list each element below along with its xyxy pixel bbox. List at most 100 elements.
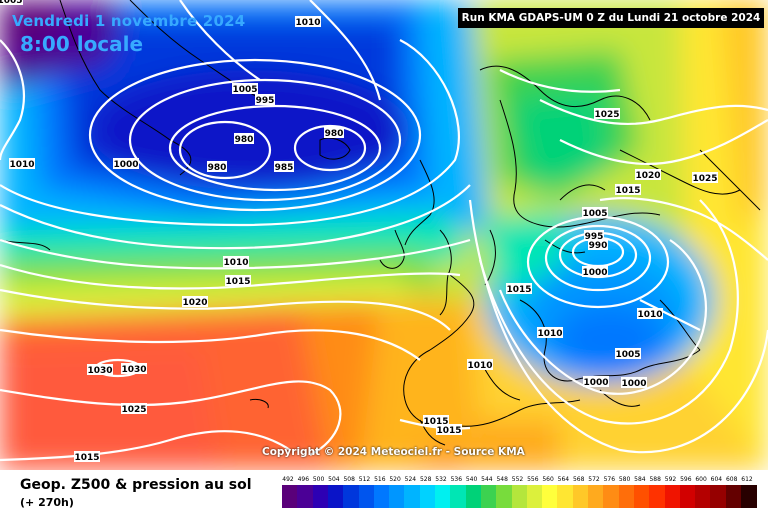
scale-swatch [557,485,574,508]
isobar-label: 1005 [0,0,23,6]
scale-swatch [297,485,314,508]
isobar-label: 980 [207,161,227,173]
scale-value: 528 [419,476,432,483]
isobar-label: 1010 [637,308,663,320]
isobar-value: 1010 [9,160,34,170]
isobar-value: 1025 [594,110,619,120]
scale-value: 608 [725,476,738,483]
scale-value: 520 [389,476,401,483]
scale-value: 604 [710,476,723,483]
isobar-value: 1000 [582,268,607,278]
isobar-label: 980 [324,127,344,139]
scale-value: 588 [649,476,661,483]
scale-swatch [572,485,589,508]
isobar-value: 995 [585,232,604,242]
isobar-label: 1010 [223,256,249,268]
isobar-label: 1025 [594,108,620,120]
isobar-label: 1030 [121,363,147,375]
isobar-value: 980 [325,129,344,139]
isobar-label: 1025 [692,172,718,184]
scale-swatch [312,485,329,508]
isobar-value: 1015 [74,453,99,463]
scale-value: 612 [741,476,753,483]
isobar-label: 1015 [423,415,449,427]
isobar-value: 985 [275,163,294,173]
isobar-label: 1000 [621,377,647,389]
isobar-value: 1000 [621,379,646,389]
scale-value: 556 [527,476,539,483]
scale-swatch [373,485,390,508]
isobar-value: 1010 [537,329,562,339]
forecast-hour: (+ 270h) [20,496,74,509]
isobar-label: 1005 [582,207,608,219]
isobar-value: 990 [589,241,608,251]
scale-swatch [327,485,344,508]
isobar-label: 1005 [232,83,258,95]
copyright-notice: Copyright © 2024 Meteociel.fr - Source K… [262,446,525,458]
scale-swatch [603,485,620,508]
scale-swatch [511,485,528,508]
scale-swatch [404,485,421,508]
isobar-value: 1015 [225,277,250,287]
isobar-label: 1020 [182,296,208,308]
scale-value: 568 [572,476,585,483]
isobar-label: 1030 [87,364,113,376]
scale-value: 540 [465,476,478,483]
isobar-value: 980 [208,163,227,173]
isobar-label: 1020 [635,169,661,181]
isobar-label: 980 [234,133,254,145]
isobar-label: 1025 [121,403,147,415]
scale-swatch [542,485,558,508]
scale-swatch [419,485,436,508]
isobar-value: 1000 [583,378,608,388]
isobar-label: 1010 [537,327,563,339]
isobar-label: 1015 [225,275,251,287]
scale-swatch [358,485,375,508]
isobar-value: 1000 [113,160,138,170]
isobar-value: 1025 [692,174,717,184]
scale-value: 524 [404,476,417,483]
scale-swatch [343,485,359,508]
scale-value: 552 [511,476,524,483]
isobar-label: 1010 [295,16,321,28]
isobar-value: 1015 [615,186,640,196]
scale-swatch [480,485,497,508]
isobar-value: 1025 [121,405,146,415]
scale-swatch [618,485,635,508]
scale-value: 512 [358,476,371,483]
forecast-date: Vendredi 1 novembre 2024 [12,12,246,30]
isobar-value: 1015 [506,285,531,295]
isobar-value: 1020 [182,298,207,308]
isobar-value: 1030 [87,366,112,376]
scale-value: 508 [343,476,355,483]
scale-swatch [588,485,604,508]
scale-swatch [633,485,650,508]
isobar-value: 1010 [295,18,320,28]
isobar-label: 1015 [506,283,532,295]
scale-swatch [282,485,298,508]
scale-value: 548 [496,476,508,483]
scale-swatch [496,485,512,508]
scale-swatch [389,485,405,508]
isobar-value: 980 [235,135,254,145]
scale-value: 600 [695,476,707,483]
isobar-label: 985 [274,161,294,173]
scale-swatch [435,485,451,508]
isobar-value: 1015 [423,417,448,427]
scale-swatch [664,485,681,508]
isobar-label: 1005 [615,348,641,360]
scale-value: 504 [328,476,340,483]
weather-map: 1005 1010 1005 995 1010 1000 980 980 980 985 1025 1… [0,0,768,470]
scale-value: 560 [542,476,554,483]
scale-value: 584 [634,476,646,483]
isobar-value: 1010 [467,361,492,371]
isobar-label: 1000 [582,266,608,278]
scale-value: 544 [481,476,493,483]
product-title: Geop. Z500 & pression au sol [20,477,252,493]
scale-swatch [741,485,757,508]
isobar-label: 995 [255,94,275,106]
isobar-value: 995 [256,96,275,106]
scale-value: 532 [435,476,447,483]
